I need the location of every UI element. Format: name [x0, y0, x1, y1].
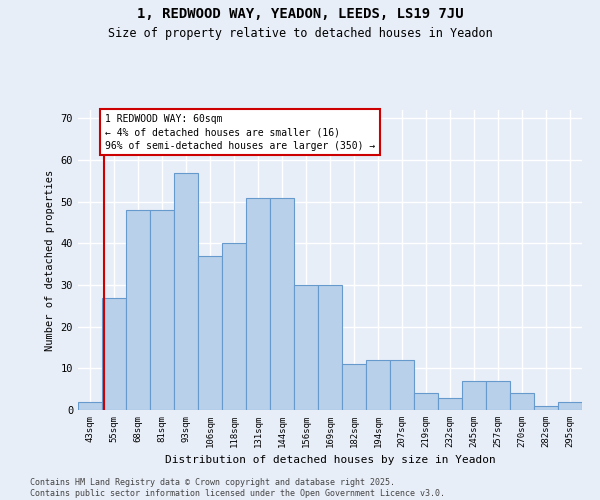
- Text: 1, REDWOOD WAY, YEADON, LEEDS, LS19 7JU: 1, REDWOOD WAY, YEADON, LEEDS, LS19 7JU: [137, 8, 463, 22]
- Bar: [270, 198, 294, 410]
- Bar: [222, 244, 246, 410]
- Bar: [366, 360, 390, 410]
- Y-axis label: Number of detached properties: Number of detached properties: [45, 170, 55, 350]
- Bar: [102, 298, 126, 410]
- Bar: [462, 381, 486, 410]
- Bar: [342, 364, 366, 410]
- X-axis label: Distribution of detached houses by size in Yeadon: Distribution of detached houses by size …: [164, 456, 496, 466]
- Text: Size of property relative to detached houses in Yeadon: Size of property relative to detached ho…: [107, 28, 493, 40]
- Bar: [78, 402, 102, 410]
- Text: 1 REDWOOD WAY: 60sqm
← 4% of detached houses are smaller (16)
96% of semi-detach: 1 REDWOOD WAY: 60sqm ← 4% of detached ho…: [105, 114, 375, 150]
- Bar: [486, 381, 510, 410]
- Bar: [534, 406, 558, 410]
- Bar: [198, 256, 222, 410]
- Bar: [294, 285, 318, 410]
- Bar: [150, 210, 174, 410]
- Text: Contains HM Land Registry data © Crown copyright and database right 2025.
Contai: Contains HM Land Registry data © Crown c…: [30, 478, 445, 498]
- Bar: [558, 402, 582, 410]
- Bar: [318, 285, 342, 410]
- Bar: [126, 210, 150, 410]
- Bar: [246, 198, 270, 410]
- Bar: [438, 398, 462, 410]
- Bar: [510, 394, 534, 410]
- Bar: [390, 360, 414, 410]
- Bar: [414, 394, 438, 410]
- Bar: [174, 172, 198, 410]
